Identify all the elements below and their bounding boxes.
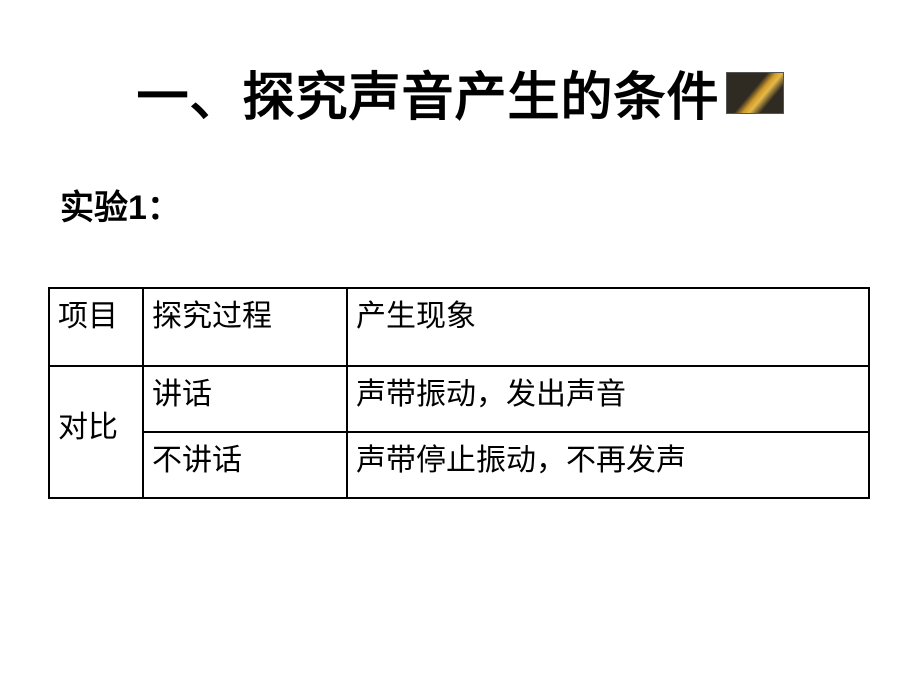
table-row: 不讲话 声带停止振动，不再发声 <box>49 432 869 498</box>
experiment-table: 项目 探究过程 产生现象 对比 讲话 声带振动，发出声音 不讲话 声带停止振动，… <box>48 287 870 499</box>
table-cell-process: 不讲话 <box>143 432 347 498</box>
table-cell-phenomenon: 声带停止振动，不再发声 <box>347 432 869 498</box>
table-header-phenomenon: 产生现象 <box>347 288 869 366</box>
thumbnail-image <box>726 72 784 114</box>
title-row: 一、探究声音产生的条件 <box>0 55 920 130</box>
table-header-process: 探究过程 <box>143 288 347 366</box>
table-header-item: 项目 <box>49 288 143 366</box>
slide: 一、探究声音产生的条件 实验1： 项目 探究过程 产生现象 对比 讲话 声带振动… <box>0 55 920 690</box>
table-cell-process: 讲话 <box>143 366 347 432</box>
table-rowspan-label: 对比 <box>49 366 143 498</box>
table-cell-phenomenon: 声带振动，发出声音 <box>347 366 869 432</box>
experiment-subtitle: 实验1： <box>60 180 920 229</box>
table-header-row: 项目 探究过程 产生现象 <box>49 288 869 366</box>
page-title: 一、探究声音产生的条件 <box>136 55 719 130</box>
table-row: 对比 讲话 声带振动，发出声音 <box>49 366 869 432</box>
